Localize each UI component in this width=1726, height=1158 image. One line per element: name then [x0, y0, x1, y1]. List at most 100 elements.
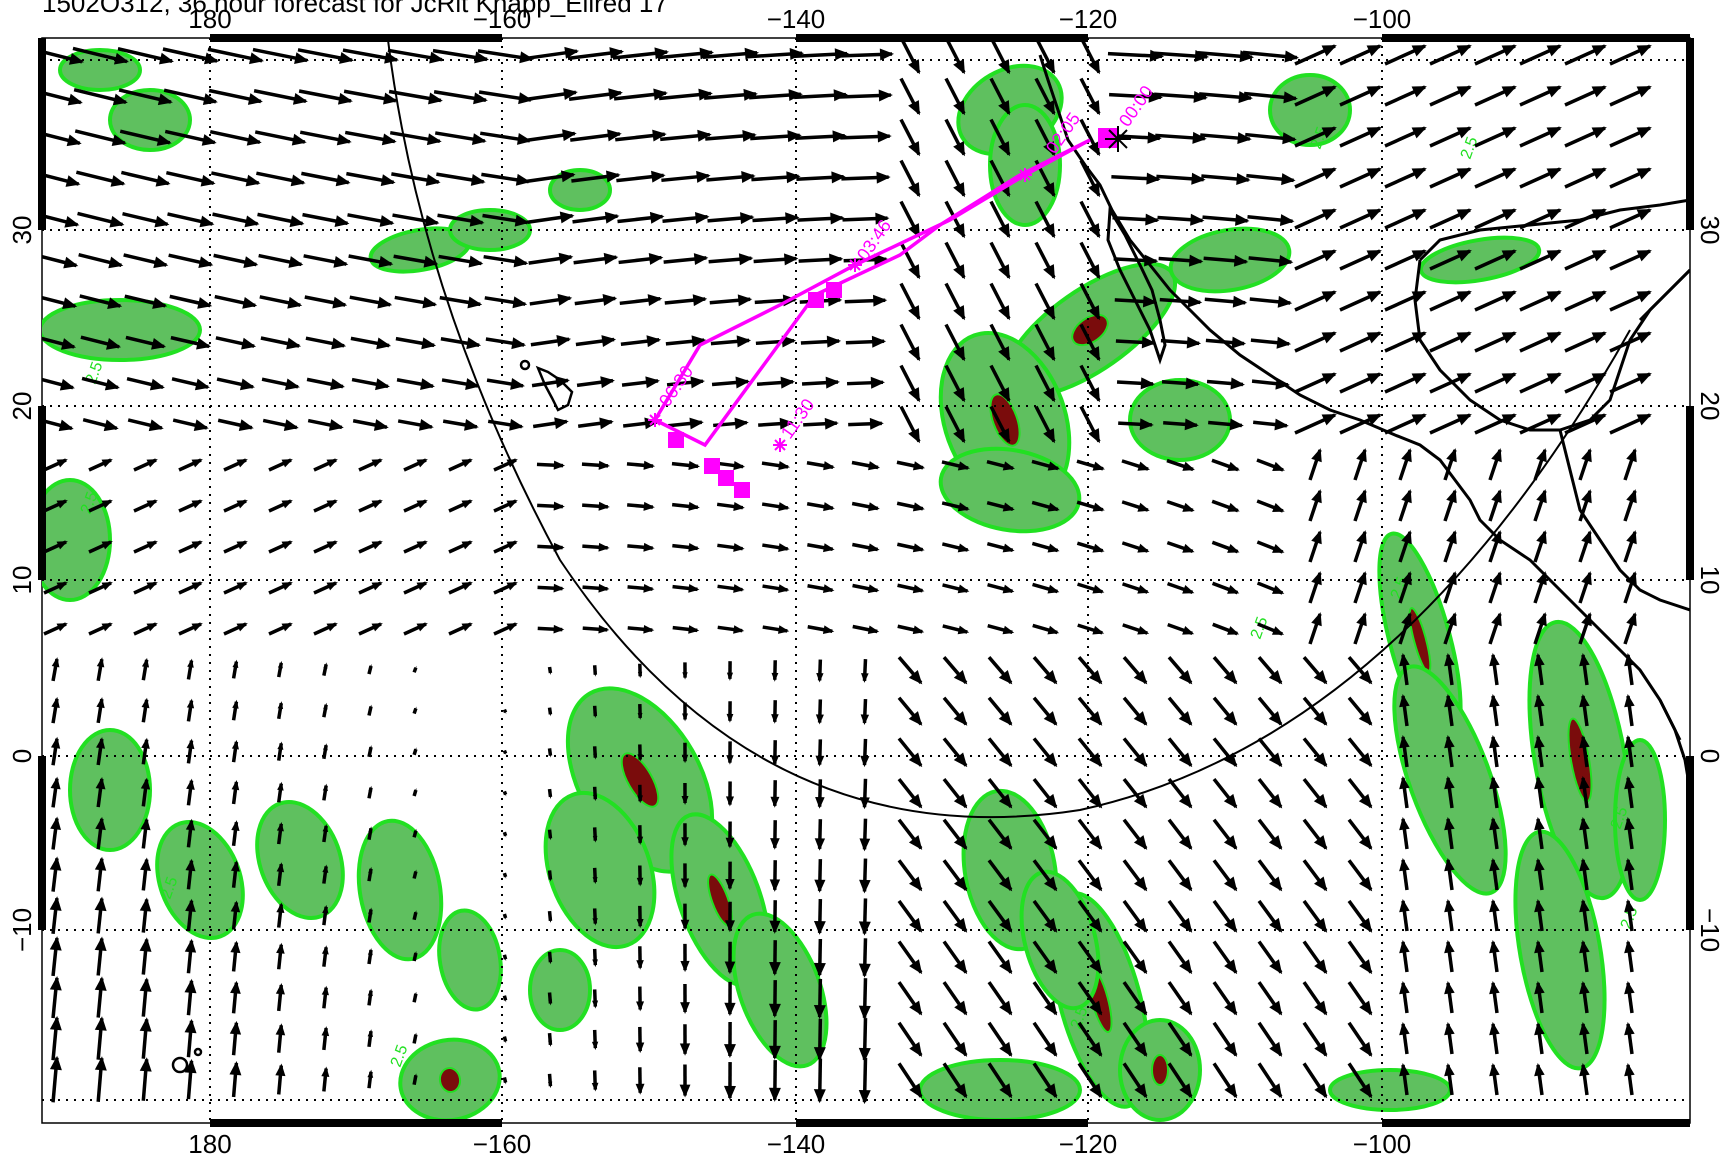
lat-label: 10 [1695, 566, 1725, 595]
wind-vector-arrow [618, 252, 664, 265]
wind-vector-arrow [276, 902, 285, 928]
wind-vector-arrow [1203, 254, 1249, 267]
wind-vector-arrow [682, 662, 688, 680]
wind-vector-arrow [1624, 940, 1635, 973]
wind-vector-arrow [133, 581, 158, 595]
wind-vector-arrow [217, 418, 254, 431]
wind-vector-arrow [1339, 44, 1382, 66]
wind-vector-arrow [769, 940, 781, 976]
wind-vector-arrow [77, 211, 125, 228]
wind-vector-arrow [941, 501, 970, 512]
wind-vector-arrow [1077, 696, 1103, 726]
wind-vector-arrow [276, 862, 285, 886]
wind-vector-arrow [851, 460, 880, 471]
wind-vector-arrow [343, 89, 398, 105]
wind-vector-arrow [815, 739, 825, 767]
wind-vector-arrow [42, 254, 79, 269]
wind-vector-arrow [1474, 413, 1517, 435]
wind-vector-arrow [899, 323, 921, 362]
wind-vector-arrow [1121, 582, 1150, 594]
wind-vector-arrow [367, 664, 373, 675]
wind-vector-arrow [1211, 540, 1240, 554]
wind-vector-arrow [1519, 85, 1562, 107]
wind-vector-arrow [412, 991, 418, 1003]
wind-vector-arrow [703, 88, 758, 101]
wind-vector-arrow [133, 458, 158, 472]
wind-vector-arrow [942, 859, 968, 892]
wind-vector-arrow [989, 38, 1011, 75]
wind-vector-arrow [858, 1057, 871, 1105]
wind-vector-arrow [528, 252, 574, 265]
wind-vector-arrow [1489, 735, 1500, 768]
wind-vector-arrow [751, 171, 801, 184]
wind-vector-arrow [1624, 1063, 1635, 1096]
wind-vector-arrow [119, 129, 172, 146]
wind-vector-arrow [667, 417, 704, 430]
wind-vector-arrow [1624, 858, 1635, 891]
wind-vector-arrow [526, 170, 576, 184]
wind-vector-arrow [1564, 126, 1607, 148]
wind-vector-arrow [186, 778, 195, 806]
wind-vector-arrow [1208, 418, 1244, 431]
wind-vector-arrow [185, 818, 196, 848]
wind-vector-arrow [1249, 295, 1293, 308]
wind-vector-arrow [387, 48, 445, 64]
wind-vector-arrow [1444, 776, 1455, 809]
wind-vector-arrow [1564, 85, 1607, 107]
wind-vector-arrow [229, 1060, 242, 1098]
wind-vector-arrow [663, 253, 709, 266]
wind-vector-arrow [412, 706, 418, 715]
wind-vector-arrow [96, 697, 105, 724]
wind-vector-arrow [412, 951, 418, 962]
wind-vector-arrow [1122, 940, 1148, 975]
wind-vector-arrow [165, 170, 216, 187]
wind-vector-arrow [125, 335, 167, 350]
wind-vector-arrow [51, 696, 60, 724]
contour-value-label: 2.5 [1608, 805, 1632, 832]
wind-vector-arrow [1578, 448, 1592, 481]
wind-vector-arrow [1077, 818, 1103, 850]
wind-vector-arrow [547, 666, 553, 675]
wind-vector-arrow [796, 171, 846, 184]
wind-vector-arrow [482, 213, 530, 227]
wind-vector-arrow [1118, 418, 1154, 431]
wind-vector-arrow [42, 336, 77, 350]
wind-vector-arrow [94, 936, 107, 976]
wind-vector-arrow [1489, 1063, 1500, 1096]
wind-vector-arrow [1166, 499, 1195, 513]
wind-vector-arrow [852, 624, 880, 635]
wind-vector-arrow [942, 624, 970, 635]
wind-vector-arrow [49, 936, 62, 977]
wind-vector-arrow [216, 377, 255, 391]
wind-vector-arrow [231, 739, 239, 763]
waypoint-marker [718, 470, 734, 486]
wind-vector-arrow [1032, 737, 1058, 768]
wind-vector-arrow [846, 376, 885, 389]
wind-vector-arrow [1534, 981, 1545, 1014]
wind-vector-arrow [1339, 290, 1382, 312]
wind-vector-arrow [1398, 530, 1412, 563]
wind-vector-arrow [1474, 331, 1517, 353]
wind-vector-arrow [1579, 981, 1590, 1014]
wind-vector-arrow [1384, 331, 1427, 353]
wind-vector-arrow [770, 740, 780, 766]
wind-vector-arrow [803, 417, 839, 430]
wind-vector-arrow [322, 702, 328, 718]
wind-vector-arrow [1246, 173, 1296, 186]
wind-vector-arrow [139, 977, 152, 1017]
wind-vector-arrow [230, 860, 240, 888]
wind-vector-arrow [231, 780, 240, 805]
wind-vector-arrow [1212, 981, 1238, 1016]
wind-vector-arrow [1167, 777, 1193, 809]
wind-vector-arrow [708, 253, 754, 266]
wind-vector-arrow [859, 818, 871, 852]
wind-vector-arrow [768, 1060, 781, 1102]
wind-vector-arrow [1167, 696, 1193, 726]
wind-vector-arrow [1252, 418, 1289, 431]
wind-vector-arrow [184, 978, 197, 1016]
wind-vector-arrow [1347, 656, 1373, 685]
wind-vector-arrow [72, 46, 129, 65]
wind-vector-arrow [899, 38, 921, 75]
wind-vector-arrow [771, 660, 779, 682]
wind-vector-arrow [1488, 571, 1502, 604]
